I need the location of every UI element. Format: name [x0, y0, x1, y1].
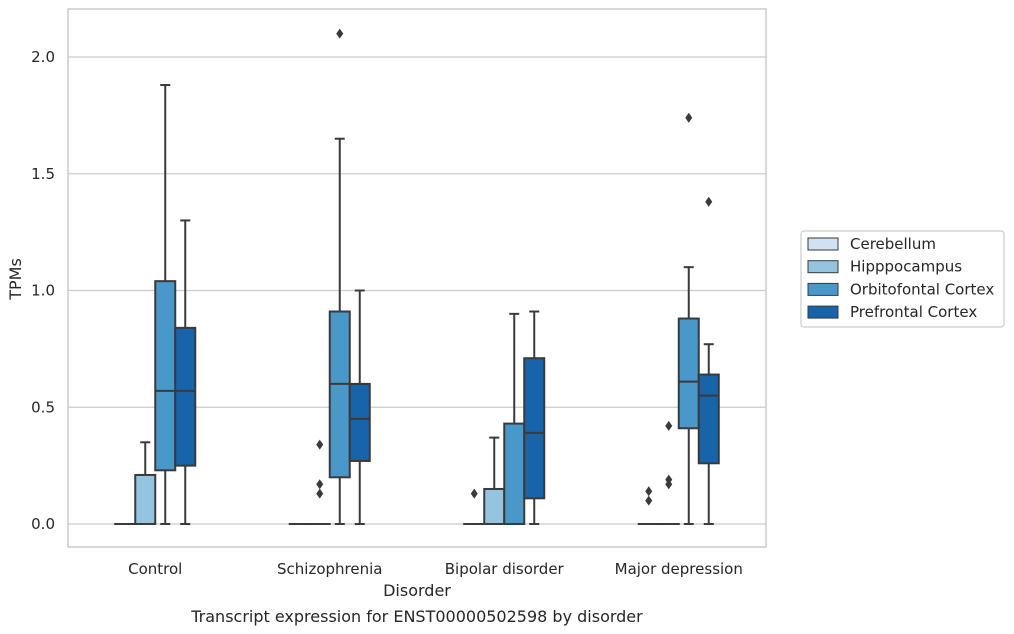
- box-group: [637, 486, 660, 526]
- outlier-point: [316, 439, 324, 450]
- legend-label: Prefrontal Cortex: [850, 303, 977, 321]
- box-iqr: [697, 373, 720, 465]
- y-axis-title: TPMs: [6, 258, 25, 301]
- x-axis-title: Disorder: [383, 581, 451, 600]
- outlier-point: [645, 486, 653, 497]
- box-group: [308, 439, 331, 526]
- outlier-point: [470, 488, 478, 499]
- y-tick-label: 1.5: [31, 165, 55, 183]
- box-group: [503, 312, 526, 525]
- box-iqr: [483, 487, 506, 526]
- plot-frame: [67, 8, 767, 548]
- box-iqr: [677, 317, 700, 430]
- outlier-point: [645, 495, 653, 506]
- legend-swatch: [807, 237, 839, 251]
- x-tick-label: Schizophrenia: [277, 560, 382, 578]
- x-tick-label: Major depression: [615, 560, 743, 578]
- y-tick-label: 2.0: [31, 48, 55, 66]
- plot-border: [67, 8, 767, 548]
- box-group: [697, 196, 720, 525]
- box-group: [328, 28, 351, 525]
- chart-caption: Transcript expression for ENST0000050259…: [190, 607, 643, 626]
- legend-swatch: [807, 282, 839, 296]
- outlier-point: [685, 112, 693, 123]
- legend-swatch: [807, 305, 839, 319]
- legend: Cerebellum Hipppocampus Orbitofontal Corte…: [800, 230, 1005, 328]
- box-iqr: [348, 382, 371, 462]
- box-group: [523, 310, 546, 525]
- box-iqr: [134, 473, 157, 525]
- outlier-point: [316, 488, 324, 499]
- x-tick-label: Bipolar disorder: [445, 560, 565, 578]
- box-group: [134, 441, 157, 525]
- box-iqr: [154, 280, 177, 472]
- box-group: [154, 84, 177, 525]
- box-group: [657, 420, 680, 526]
- legend-box: [800, 230, 1005, 328]
- box-group: [174, 219, 197, 525]
- box-iqr: [174, 326, 197, 467]
- box-group: [463, 488, 486, 526]
- outlier-point: [665, 420, 673, 431]
- legend-label: Cerebellum: [850, 235, 936, 253]
- y-axis-ticks: 0.0 0.5 1.0 1.5 2.0: [31, 48, 55, 533]
- outlier-point: [336, 28, 344, 39]
- legend-label: Orbitofontal Cortex: [850, 280, 994, 298]
- outlier-point: [665, 474, 673, 485]
- legend-swatch: [807, 260, 839, 274]
- box-iqr: [328, 310, 351, 479]
- box-iqr: [503, 422, 526, 525]
- box-group: [348, 289, 371, 525]
- legend-label: Hipppocampus: [850, 258, 962, 276]
- box-marks: [114, 28, 720, 526]
- box-group: [483, 436, 506, 526]
- box-group: [677, 112, 700, 525]
- outlier-point: [705, 196, 713, 207]
- x-tick-label: Control: [128, 560, 182, 578]
- x-axis-ticks: Control Schizophrenia Bipolar disorder Majo…: [128, 560, 743, 578]
- y-tick-label: 0.0: [31, 515, 55, 533]
- y-tick-label: 0.5: [31, 398, 55, 416]
- outlier-point: [316, 479, 324, 490]
- y-tick-label: 1.0: [31, 282, 55, 300]
- box-iqr: [523, 357, 546, 500]
